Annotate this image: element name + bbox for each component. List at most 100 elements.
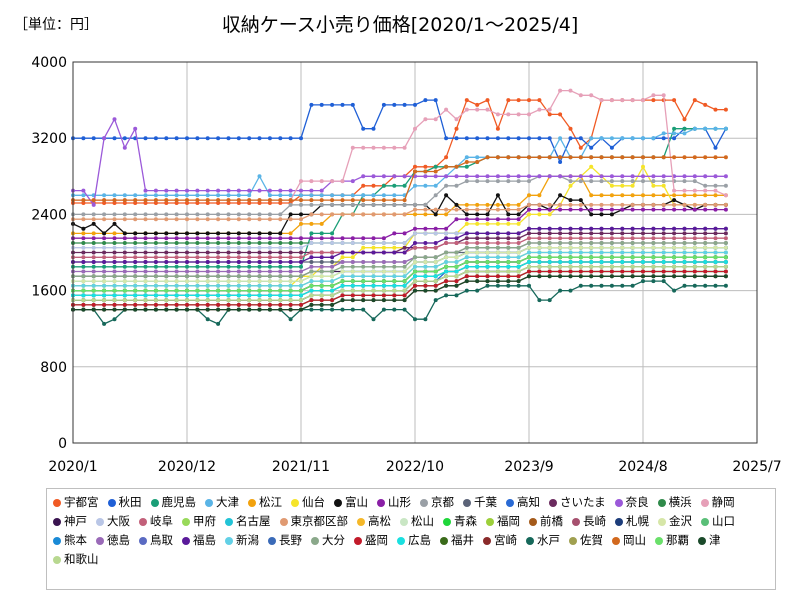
data-point [257, 188, 262, 193]
data-point [174, 302, 179, 307]
data-point [309, 241, 314, 245]
data-point [381, 145, 386, 150]
legend-marker [420, 498, 428, 507]
legend-label: 大阪 [107, 514, 130, 528]
data-point [454, 136, 459, 141]
data-point [609, 255, 614, 260]
data-point [91, 293, 96, 298]
data-point [672, 231, 677, 236]
legend-item: 津 [698, 531, 721, 550]
data-point [620, 155, 625, 160]
legend-item: 名古屋 [225, 512, 271, 531]
legend-marker [657, 498, 666, 507]
data-point [195, 307, 200, 312]
data-point [319, 269, 324, 274]
data-point [236, 255, 241, 260]
data-point [102, 193, 107, 198]
data-point [381, 236, 386, 241]
data-point [226, 274, 231, 279]
data-point [609, 212, 614, 217]
data-point [267, 198, 272, 203]
legend-item: 宮崎 [483, 531, 517, 550]
data-point [236, 250, 241, 255]
legend-item: 新潟 [225, 531, 259, 550]
data-point [392, 274, 397, 279]
data-point [319, 102, 324, 107]
data-point [381, 198, 386, 203]
data-point [444, 293, 449, 298]
data-point [537, 193, 542, 198]
legend-label: 静岡 [711, 495, 735, 509]
data-point [133, 201, 138, 205]
data-point [589, 250, 594, 255]
data-point [174, 245, 179, 250]
data-point [433, 274, 438, 279]
data-point [495, 245, 500, 250]
data-point [174, 307, 179, 312]
data-point [236, 212, 241, 217]
data-point [164, 201, 169, 205]
data-point [620, 236, 625, 241]
data-point [402, 183, 407, 188]
data-point [433, 241, 438, 245]
data-point [444, 183, 449, 188]
data-point [205, 241, 210, 245]
data-point [475, 102, 480, 107]
data-point [527, 255, 531, 260]
data-point [143, 250, 148, 255]
data-point [350, 279, 355, 284]
data-point [133, 302, 138, 307]
legend-item: 長野 [268, 531, 302, 550]
data-point [185, 245, 189, 250]
data-point [309, 255, 314, 260]
data-point [651, 274, 656, 279]
data-point [402, 198, 407, 203]
data-point [599, 98, 604, 103]
data-point [692, 193, 697, 198]
data-point [485, 207, 490, 212]
data-point [661, 255, 666, 260]
data-point [81, 283, 86, 288]
data-point [299, 202, 303, 207]
data-point [620, 274, 625, 279]
data-point [578, 145, 583, 150]
data-point [547, 255, 552, 260]
data-point [413, 231, 417, 236]
data-point [278, 212, 283, 217]
data-point [641, 255, 645, 260]
data-point [609, 231, 614, 236]
data-point [537, 245, 542, 250]
data-point [609, 183, 614, 188]
data-point [475, 274, 480, 279]
data-point [558, 202, 563, 207]
legend-item: 京都 [420, 493, 454, 512]
series-line [73, 204, 726, 220]
data-point [444, 269, 449, 274]
data-point [630, 269, 635, 274]
data-point [102, 212, 107, 217]
data-point [578, 250, 583, 255]
data-point [299, 298, 303, 303]
data-point [236, 201, 241, 205]
data-point [641, 231, 645, 236]
data-point [340, 298, 345, 303]
data-point [226, 260, 231, 264]
data-point [454, 174, 459, 179]
legend-item: 岐阜 [139, 512, 173, 531]
data-point [713, 202, 718, 207]
data-point [558, 260, 563, 264]
data-point [267, 274, 272, 279]
series-津 [71, 274, 728, 312]
data-point [205, 279, 210, 284]
legend-item: 仙台 [291, 493, 325, 512]
data-point [153, 212, 158, 217]
data-point [506, 112, 511, 117]
data-point [558, 288, 563, 293]
data-point [444, 255, 449, 260]
data-point [651, 136, 656, 141]
data-point [692, 255, 697, 260]
data-point [682, 241, 687, 245]
series-大津 [71, 126, 728, 198]
legend-label: 長崎 [583, 514, 606, 528]
data-point [299, 293, 303, 298]
